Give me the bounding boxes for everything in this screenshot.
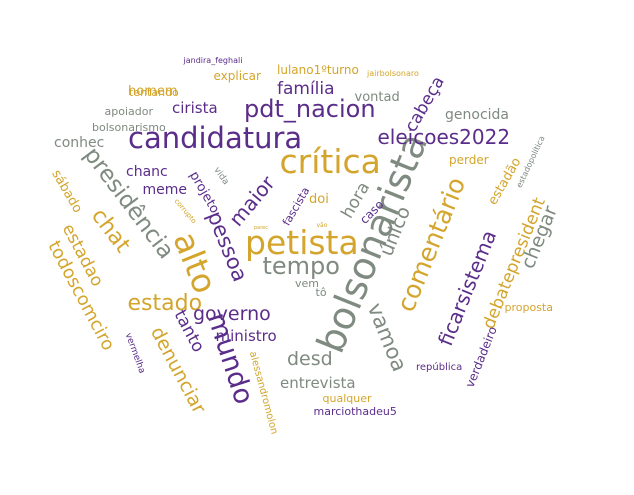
cloud-word: tempo: [262, 252, 340, 280]
cloud-word: cirista: [172, 98, 218, 117]
cloud-word: desd: [287, 347, 333, 370]
cloud-word: governo: [193, 302, 271, 325]
cloud-word: corrupto: [172, 196, 198, 225]
cloud-word: candidatura: [128, 120, 303, 155]
cloud-word: estado: [127, 291, 203, 316]
cloud-word: vem: [295, 276, 319, 290]
cloud-word: vontad: [354, 89, 400, 105]
cloud-word: família: [277, 78, 335, 99]
cloud-word: verdadeiro: [462, 324, 500, 390]
cloud-word: homem: [128, 83, 178, 99]
cloud-word: vamoa: [362, 299, 412, 375]
cloud-word: fascista: [279, 184, 313, 228]
cloud-word: crítica: [279, 141, 381, 181]
cloud-word: conhec: [54, 135, 105, 151]
cloud-word: tentando: [129, 85, 179, 99]
cloud-word: sábado: [47, 166, 85, 216]
cloud-word: explicar: [213, 69, 261, 83]
cloud-word: parec: [254, 224, 269, 231]
cloud-word: petista: [245, 222, 359, 262]
cloud-word: jairbolsonaro: [367, 69, 419, 78]
cloud-word: doi: [309, 191, 329, 207]
cloud-word: eleicoes2022: [377, 125, 511, 149]
cloud-word: lulano1ºturno: [277, 63, 359, 77]
cloud-word: bolsonarismo: [92, 120, 166, 134]
cloud-word: vão: [316, 222, 328, 229]
cloud-word: pdt_nacion: [244, 95, 376, 123]
cloud-word: maior: [224, 171, 280, 231]
cloud-word: chanc: [126, 164, 168, 180]
cloud-word: meme: [142, 182, 188, 198]
cloud-word: proposta: [504, 300, 554, 314]
cloud-word: jandira_feghali: [183, 56, 243, 65]
cloud-word: genocida: [445, 107, 509, 123]
cloud-word: perder: [449, 153, 489, 167]
cloud-word: entrevista: [280, 373, 356, 392]
cloud-word: apoiador: [104, 104, 154, 118]
cloud-word: república: [416, 362, 463, 373]
cloud-word: vida: [210, 165, 231, 187]
cloud-word: vermelha: [122, 331, 147, 375]
cloud-word: qualquer: [322, 391, 372, 405]
cloud-word: ministro: [215, 326, 277, 345]
cloud-word: tô: [315, 285, 327, 299]
cloud-word: marciothadeu5: [313, 404, 397, 418]
